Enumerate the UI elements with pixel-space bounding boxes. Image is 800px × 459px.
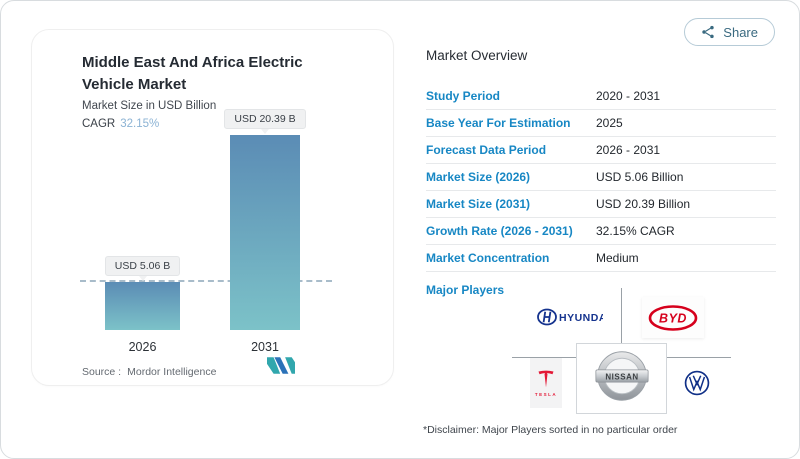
row-label: Forecast Data Period — [426, 143, 547, 157]
nissan-logo-card: NISSAN — [576, 343, 667, 414]
byd-logo-icon: BYD — [642, 297, 704, 338]
row-label: Market Size (2026) — [426, 170, 531, 184]
table-row: Growth Rate (2026 - 2031) 32.15% CAGR — [426, 218, 776, 245]
bar-2031 — [230, 135, 300, 330]
row-label: Growth Rate (2026 - 2031) — [426, 224, 573, 238]
share-label: Share — [723, 24, 758, 40]
table-row: Market Size (2026) USD 5.06 Billion — [426, 164, 776, 191]
bar-value-label-2031: USD 20.39 B — [224, 109, 306, 129]
row-label: Market Size (2031) — [426, 197, 531, 211]
chart-title: Middle East And Africa Electric Vehicle … — [82, 54, 303, 93]
source-label: Source : — [82, 366, 122, 378]
source-row: Source : Mordor Intelligence — [82, 366, 216, 378]
row-value: 2020 - 2031 — [596, 89, 661, 103]
bar-value-label-2026: USD 5.06 B — [104, 256, 181, 276]
row-label: Base Year For Estimation — [426, 116, 571, 130]
volkswagen-logo-icon — [684, 370, 710, 401]
bar-column-2026: USD 5.06 B — [104, 256, 181, 330]
row-label: Study Period — [426, 89, 501, 103]
table-row: Market Concentration Medium — [426, 245, 776, 272]
table-row: Market Size (2031) USD 20.39 Billion — [426, 191, 776, 218]
cagr-value: 32.15% — [120, 118, 160, 130]
tesla-logo-icon: TESLA — [530, 358, 562, 408]
share-button[interactable]: Share — [684, 18, 775, 46]
svg-text:HYUNDAI: HYUNDAI — [559, 312, 603, 324]
row-value: 2025 — [596, 116, 623, 130]
reference-dashed-line — [80, 280, 332, 282]
major-players-label: Major Players — [426, 283, 505, 297]
pill-notch — [138, 276, 147, 281]
chart-subtitle: Market Size in USD Billion — [82, 100, 217, 112]
chart-card: Middle East And Africa Electric Vehicle … — [31, 29, 394, 386]
share-icon — [701, 25, 715, 39]
table-row: Forecast Data Period 2026 - 2031 — [426, 137, 776, 164]
row-value: 2026 - 2031 — [596, 143, 661, 157]
bar-column-2031: USD 20.39 B — [224, 109, 306, 330]
svg-text:BYD: BYD — [659, 311, 687, 325]
disclaimer-text: *Disclaimer: Major Players sorted in no … — [423, 424, 678, 436]
row-label: Market Concentration — [426, 251, 550, 265]
row-value: Medium — [596, 251, 639, 265]
svg-text:NISSAN: NISSAN — [605, 372, 638, 381]
nissan-logo-icon: NISSAN — [594, 348, 650, 409]
table-row: Study Period 2020 - 2031 — [426, 83, 776, 110]
row-value: 32.15% CAGR — [596, 224, 675, 238]
overview-heading: Market Overview — [426, 48, 528, 63]
overview-table: Study Period 2020 - 2031 Base Year For E… — [426, 83, 776, 272]
tesla-wordmark: TESLA — [534, 392, 558, 397]
row-value: USD 5.06 Billion — [596, 170, 684, 184]
x-tick-2026: 2026 — [128, 340, 157, 354]
source-value: Mordor Intelligence — [127, 366, 217, 378]
cagr-row: CAGR 32.15% — [82, 118, 159, 130]
bar-2026 — [105, 282, 180, 330]
players-connector-vertical — [621, 288, 622, 357]
pill-notch — [261, 129, 269, 134]
x-tick-2031: 2031 — [251, 340, 279, 354]
row-value: USD 20.39 Billion — [596, 197, 691, 211]
mordor-intelligence-logo-icon — [267, 357, 295, 379]
hyundai-logo-icon: HYUNDAI — [537, 307, 610, 332]
cagr-label: CAGR — [82, 118, 116, 130]
table-row: Base Year For Estimation 2025 — [426, 110, 776, 137]
